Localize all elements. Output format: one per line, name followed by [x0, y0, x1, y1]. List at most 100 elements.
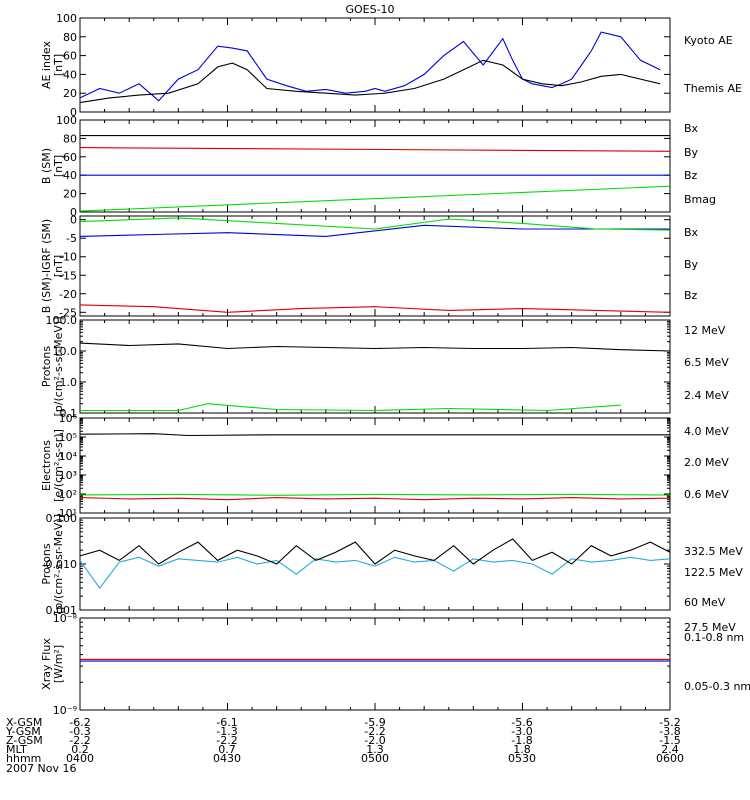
panel-b_field: 0 20 40 60 80 100 B (SM) [nT] Bx By Bz Bmag: [40, 114, 716, 219]
y-tick-label: 40: [63, 169, 77, 182]
x-axis-tick-value: -2.0: [364, 734, 385, 747]
x-axis-tick-value: -1.3: [216, 725, 237, 738]
y-tick-label: 80: [63, 31, 77, 44]
series-line-by: [79, 217, 671, 231]
y-tick-label: 1.0: [60, 376, 78, 389]
panel-frame: [79, 617, 671, 711]
series-line-4-0-mev: [79, 497, 671, 501]
y-axis-label: B (SM)-IGRF (SM): [40, 219, 53, 313]
series-line-bx: [79, 224, 670, 237]
x-axis-tick-value: -3.8: [659, 725, 680, 738]
x-axis-row-label: Y-GSM: [5, 725, 41, 738]
legend-label: Themis AE: [683, 82, 742, 95]
legend-label: By: [684, 146, 699, 159]
y-tick-label: 10¹: [59, 507, 77, 520]
series-line-bz: [79, 147, 671, 152]
legend-label: Kyoto AE: [684, 34, 733, 47]
x-axis-tick-value: 0400: [66, 752, 94, 765]
legend-label: 0.05-0.3 nm: [684, 680, 750, 693]
y-axis-label: [p/(cm²-s-sr-MeV)]: [52, 317, 65, 417]
y-axis-label: [nT]: [52, 155, 65, 177]
y-tick-label: 10.0: [53, 345, 78, 358]
y-tick-label: 60: [63, 50, 77, 63]
y-axis-label: Electrons: [40, 440, 53, 491]
series-line-6-5-mev: [80, 403, 621, 412]
legend-label: 60 MeV: [684, 596, 726, 609]
y-tick-label: 0: [70, 206, 77, 219]
legend-label: 0.6 MeV: [684, 488, 729, 501]
x-axis-tick-value: 0.2: [71, 743, 89, 756]
x-axis-tick-value: -2.2: [364, 725, 385, 738]
y-tick-label: 100.0: [46, 314, 78, 327]
y-tick-label: 10⁻⁸: [53, 612, 78, 625]
series-line-60-mev: [79, 556, 671, 590]
x-axis-tick-value: 0530: [508, 752, 536, 765]
y-tick-label: 0: [70, 214, 77, 227]
x-axis-tick-value: -5.9: [364, 716, 385, 729]
panel-protons_high: 0.001 0.010 0.100 Protons [p/(cm²-s-sr-MeV)]…: [40, 512, 743, 634]
x-axis-tick-value: -1.5: [659, 734, 680, 747]
legend-label: 332.5 MeV: [684, 545, 743, 558]
panel-frame: [79, 319, 671, 414]
x-axis-date: 2007 Nov 16: [6, 762, 76, 775]
y-tick-label: 10⁻⁹: [53, 704, 77, 717]
panel-electrons: 10¹ 10² 10³ 10⁴ 10⁵ 10⁶ Electrons [e/(cm²-s-sr)…: [40, 412, 729, 520]
legend-label: Bx: [684, 122, 699, 135]
y-tick-label: 10³: [59, 469, 77, 482]
y-tick-label: 0.010: [46, 558, 78, 571]
panel-protons_low: 0.1 1.0 10.0 100.0 Protons [p/(cm²-s-sr-MeV)]…: [40, 314, 729, 420]
series-line-kyoto-ae: [79, 31, 661, 102]
x-axis-row-label: hhmm: [6, 752, 41, 765]
y-tick-label: -5: [66, 232, 77, 245]
x-axis-tick-value: -5.6: [511, 716, 532, 729]
x-axis-tick-value: 0430: [213, 752, 241, 765]
legend-label: Bx: [684, 226, 699, 239]
x-axis-row-label: Z-GSM: [6, 734, 43, 747]
y-tick-label: -20: [59, 288, 77, 301]
legend-label: 6.5 MeV: [684, 356, 729, 369]
legend-label: By: [684, 258, 699, 271]
y-tick-label: 0.100: [46, 512, 78, 525]
panel-ae_index: 0 20 40 60 80 100 AE index [nT] Kyoto AE Themis A…: [40, 12, 742, 119]
x-axis-tick-value: -6.1: [216, 716, 237, 729]
y-axis-label: Xray Flux: [40, 638, 53, 690]
y-tick-label: 10⁴: [59, 450, 78, 463]
x-axis-tick-value: 1.3: [366, 743, 384, 756]
x-axis-tick-value: 0.7: [218, 743, 236, 756]
x-axis-tick-value: -0.3: [69, 725, 90, 738]
y-tick-label: 10²: [59, 488, 77, 501]
x-axis-row-label: X-GSM: [6, 716, 42, 729]
y-tick-label: 20: [63, 188, 77, 201]
y-tick-label: 0.1: [60, 407, 78, 420]
y-tick-label: 60: [63, 151, 77, 164]
legend-label: 27.5 MeV: [684, 621, 736, 634]
series-line-bz: [79, 304, 671, 313]
legend-label: 2.0 MeV: [684, 456, 729, 469]
x-axis-tick-value: 2.4: [661, 743, 679, 756]
y-tick-label: 40: [63, 68, 77, 81]
x-axis-tick-value: 0500: [361, 752, 389, 765]
legend-label: Bz: [684, 289, 698, 302]
legend-label: 12 MeV: [684, 324, 726, 337]
x-axis-tick-value: -2.2: [216, 734, 237, 747]
y-tick-label: -10: [59, 251, 77, 264]
series-line-2-0-mev: [79, 493, 671, 496]
series-line-0-6-mev: [79, 433, 670, 437]
y-axis-label: [nT]: [52, 54, 65, 76]
x-axis-tick-value: 1.8: [513, 743, 531, 756]
x-axis-tick-value: -3.0: [511, 725, 532, 738]
y-axis-label: Protons: [40, 543, 53, 584]
x-axis-tick-value: -5.2: [659, 716, 680, 729]
y-tick-label: -25: [59, 306, 77, 319]
legend-label: 122.5 MeV: [684, 566, 743, 579]
y-axis-label: B (SM): [40, 148, 53, 184]
series-line-2-4-mev: [79, 342, 671, 352]
y-tick-label: 80: [63, 132, 77, 145]
x-axis-row-label: MLT: [6, 743, 27, 756]
x-axis-tick-value: 0600: [656, 752, 684, 765]
plot-title: GOES-10: [345, 3, 394, 16]
x-axis-tick-value: -6.2: [69, 716, 90, 729]
